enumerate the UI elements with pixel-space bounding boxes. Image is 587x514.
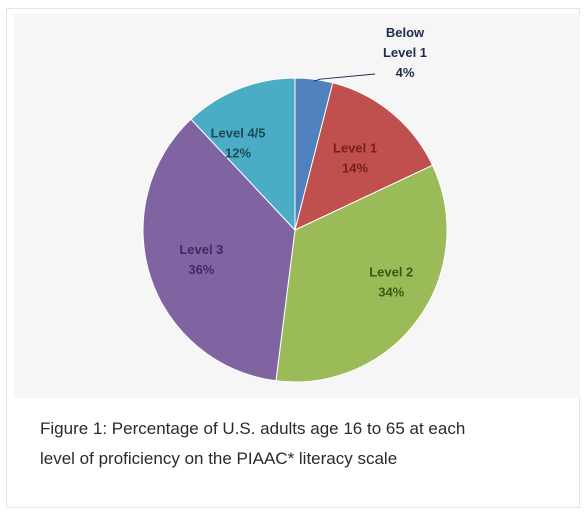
slice-label-level-4-5: Level 4/5 12%: [211, 126, 266, 161]
pie-slice-level-2: [275, 164, 448, 383]
leader-line-below-level-1: [313, 73, 376, 82]
figure-caption: Figure 1: Percentage of U.S. adults age …: [40, 414, 570, 474]
slice-labels: Below Level 1 4% Level 1 14% Level 2 34% Level …: [179, 25, 427, 299]
pie-slices: [142, 77, 448, 383]
pie-slice-level-1: [294, 82, 434, 231]
caption-line-2: level of proficiency on the PIAAC* liter…: [40, 449, 398, 468]
slice-label-level-2: Level 2 34%: [369, 264, 413, 299]
slice-label-below-level-1: Below Level 1 4%: [383, 25, 427, 80]
leader-lines: [313, 73, 376, 82]
caption-line-1: Figure 1: Percentage of U.S. adults age …: [40, 419, 466, 438]
pie-slice-level-4-5: [190, 77, 296, 232]
slice-label-level-1: Level 1 14%: [333, 140, 377, 175]
slice-label-level-3: Level 3 36%: [179, 242, 223, 277]
pie-chart: Below Level 1 4% Level 1 14% Level 2 34% Level …: [142, 25, 448, 383]
pie-slice-level-3: [142, 118, 296, 382]
